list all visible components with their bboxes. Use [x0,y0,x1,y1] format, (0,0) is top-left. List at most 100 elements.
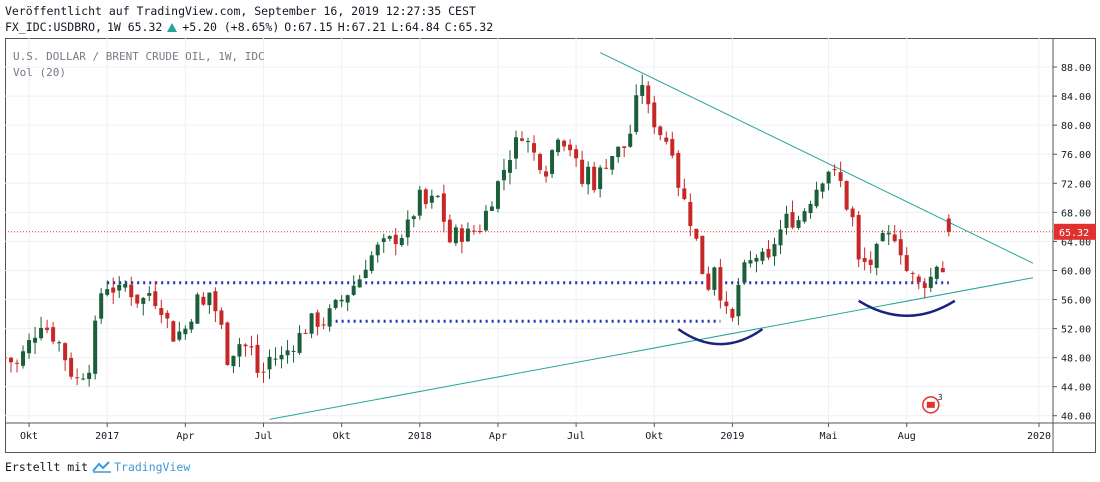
candle-body [820,183,825,192]
candle-body [243,344,248,347]
candle-body [195,294,200,324]
chart-frame[interactable]: U.S. DOLLAR / BRENT CRUDE OIL, 1W, IDC V… [3,38,1096,453]
candle-body [808,203,813,214]
candle-body [778,229,783,246]
y-tick-label: 52.00 [1061,325,1091,336]
candle-body [658,126,663,136]
candle-body [357,279,362,288]
published-line: Veröffentlicht auf TradingView.com, Sept… [5,4,476,18]
candle-body [640,85,645,96]
candle-body [646,85,651,105]
candle-body [273,358,278,360]
candle-body [538,154,543,170]
candle-body [135,294,140,304]
candle-body [183,328,188,335]
event-badge[interactable]: 3 [922,393,943,414]
candle-body [724,301,729,307]
candle-body [712,267,717,290]
candle-body [832,169,837,171]
trendline-descending[interactable] [599,52,1034,264]
candle-body [694,228,699,239]
candle-body [45,327,50,330]
candle-body [225,322,230,365]
y-tick-label: 76.00 [1061,150,1091,161]
candle-body [129,284,134,298]
candle-body [441,193,446,222]
candle-body [453,227,458,244]
candle-body [465,228,470,242]
x-tick-label: 2020 [1027,431,1051,442]
candle-body [327,308,332,327]
candle-body [381,238,386,243]
candle-body [850,208,855,218]
candle-body [688,201,693,226]
x-tick-label: 2017 [95,431,119,442]
y-tick-label: 44.00 [1061,383,1091,394]
price-axis[interactable]: 88.00 84.00 80.00 76.00 72.00 68.00 64.00 60.00… [5,38,1096,453]
candle-body [399,238,404,246]
candle-body [610,156,615,170]
ohlc-open: O:67.15 [284,20,333,34]
price-change: +5.20 (+8.65%) [182,20,280,34]
candle-body [393,234,398,245]
candle-body [51,327,56,342]
interval-price: 1W 65.32 [106,20,163,34]
candle-body [105,289,110,295]
event-badge-count: 3 [938,393,943,402]
trendline-ascending[interactable] [269,277,1034,420]
candle-body [57,342,62,344]
candle-body [766,248,771,258]
bottom-arc [677,328,764,346]
y-tick-label: 56.00 [1061,296,1091,307]
y-tick-label: 68.00 [1061,208,1091,219]
candle-body [177,331,182,340]
trendlines[interactable] [269,52,1034,420]
candle-body [99,293,104,319]
brand-link[interactable]: TradingView [114,460,191,474]
x-tick-label: Apr [176,431,194,442]
created-with-label: Erstellt mit [5,460,89,474]
candle-body [309,313,314,334]
x-tick-label: Apr [489,431,507,442]
candle-body [417,189,422,216]
candle-body [477,231,482,233]
candle-body [411,216,416,220]
candle-body [501,169,506,181]
price-chart[interactable]: U.S. DOLLAR / BRENT CRUDE OIL, 1W, IDC V… [3,38,1096,453]
tradingview-logo-icon [92,461,112,473]
arcs [677,299,956,346]
last-price-label: 65.32 [1059,228,1089,239]
candle-body [147,293,152,296]
candle-body [261,371,266,373]
candle-body [742,262,747,283]
candle-body [616,146,621,158]
candle-body [489,206,494,211]
chart-title: U.S. DOLLAR / BRENT CRUDE OIL, 1W, IDC [13,50,265,63]
candle-body [526,141,531,143]
candle-body [790,212,795,228]
candle-body [303,332,308,334]
candle-body [189,321,194,330]
candle-body [550,150,555,174]
candle-body [93,320,98,374]
candle-body [39,327,44,339]
candle-body [628,133,633,147]
candle-body [562,140,567,147]
candle-body [3,357,7,359]
candle-body [471,230,476,232]
candle-body [664,137,669,142]
time-axis[interactable]: Okt 2017 Apr Jul Okt 2018 Apr Jul Okt 2019 Mai Aug 2… [20,423,1051,442]
x-tick-label: 2019 [720,431,744,442]
candle-body [153,291,158,307]
candle-body [231,355,236,367]
candle-body [760,251,765,261]
candle-body [291,350,296,352]
candle-body [910,272,915,274]
candle-body [141,298,146,304]
candle-body [706,273,711,290]
candle-body [772,244,777,257]
candle-body [922,283,927,288]
candle-body [201,296,206,305]
candles [3,74,951,387]
symbol[interactable]: FX_IDC:USDBRO, [5,20,102,34]
